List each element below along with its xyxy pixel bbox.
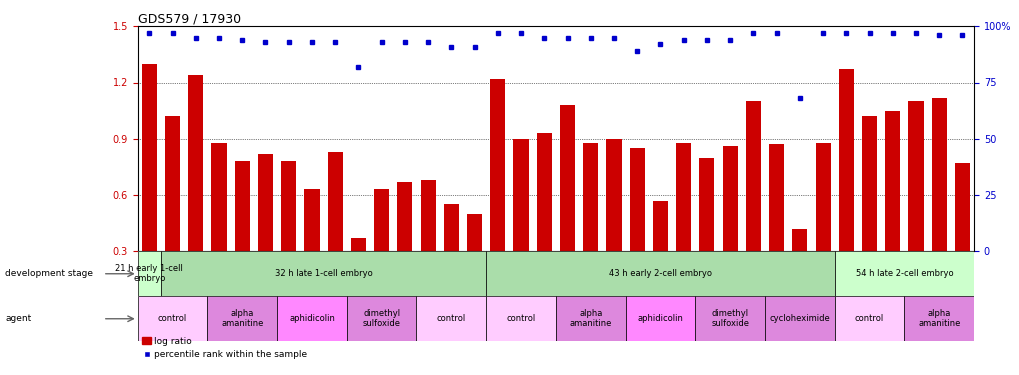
Bar [304, 189, 319, 251]
Text: control: control [436, 314, 466, 323]
Text: GDS579 / 17930: GDS579 / 17930 [138, 12, 240, 25]
Bar [142, 64, 157, 251]
Bar [583, 142, 598, 251]
Text: cycloheximide: cycloheximide [768, 314, 829, 323]
Bar [884, 111, 900, 251]
Text: control: control [505, 314, 535, 323]
Bar [467, 214, 482, 251]
Bar [138, 251, 161, 296]
Bar [490, 79, 504, 251]
Bar [721, 146, 737, 251]
Bar [629, 148, 644, 251]
Bar [695, 296, 764, 341]
Bar [189, 75, 203, 251]
Text: 43 h early 2-cell embryo: 43 h early 2-cell embryo [608, 269, 711, 278]
Bar [420, 180, 435, 251]
Text: aphidicolin: aphidicolin [637, 314, 683, 323]
Bar [374, 189, 389, 251]
Bar [861, 116, 876, 251]
Bar [161, 251, 486, 296]
Bar [834, 251, 973, 296]
Bar [908, 101, 922, 251]
Bar [258, 154, 273, 251]
Bar [606, 139, 621, 251]
Bar [211, 142, 226, 251]
Bar [397, 182, 412, 251]
Bar [346, 296, 416, 341]
Bar [165, 116, 180, 251]
Text: aphidicolin: aphidicolin [288, 314, 334, 323]
Text: alpha
amanitine: alpha amanitine [917, 309, 960, 328]
Bar [138, 296, 207, 341]
Bar [559, 105, 575, 251]
Text: 54 h late 2-cell embryo: 54 h late 2-cell embryo [855, 269, 953, 278]
Text: dimethyl
sulfoxide: dimethyl sulfoxide [363, 309, 400, 328]
Bar [416, 296, 486, 341]
Bar [815, 142, 829, 251]
Bar [676, 142, 691, 251]
Text: alpha
amanitine: alpha amanitine [221, 309, 263, 328]
Text: 32 h late 1-cell embryo: 32 h late 1-cell embryo [274, 269, 372, 278]
Bar [234, 161, 250, 251]
Text: 21 h early 1-cell
embryo: 21 h early 1-cell embryo [115, 264, 183, 284]
Text: dimethyl
sulfoxide: dimethyl sulfoxide [710, 309, 748, 328]
Bar [904, 296, 973, 341]
Text: control: control [854, 314, 883, 323]
Bar [536, 133, 551, 251]
Bar [513, 139, 528, 251]
Bar [207, 296, 277, 341]
Legend: log ratio, percentile rank within the sample: log ratio, percentile rank within the sa… [142, 337, 307, 359]
Text: agent: agent [5, 314, 32, 323]
Bar [327, 152, 342, 251]
Bar [745, 101, 760, 251]
Bar [764, 296, 834, 341]
Bar [834, 296, 904, 341]
Bar [954, 163, 969, 251]
Bar [443, 204, 459, 251]
Bar [281, 161, 296, 251]
Bar [486, 296, 555, 341]
Bar [486, 251, 834, 296]
Bar [555, 296, 625, 341]
Bar [652, 201, 667, 251]
Bar [625, 296, 695, 341]
Bar [792, 229, 807, 251]
Bar [351, 238, 366, 251]
Bar [930, 98, 946, 251]
Text: control: control [158, 314, 187, 323]
Text: alpha
amanitine: alpha amanitine [569, 309, 611, 328]
Bar [699, 158, 713, 251]
Text: development stage: development stage [5, 269, 93, 278]
Bar [277, 296, 346, 341]
Bar [768, 144, 784, 251]
Bar [838, 69, 853, 251]
